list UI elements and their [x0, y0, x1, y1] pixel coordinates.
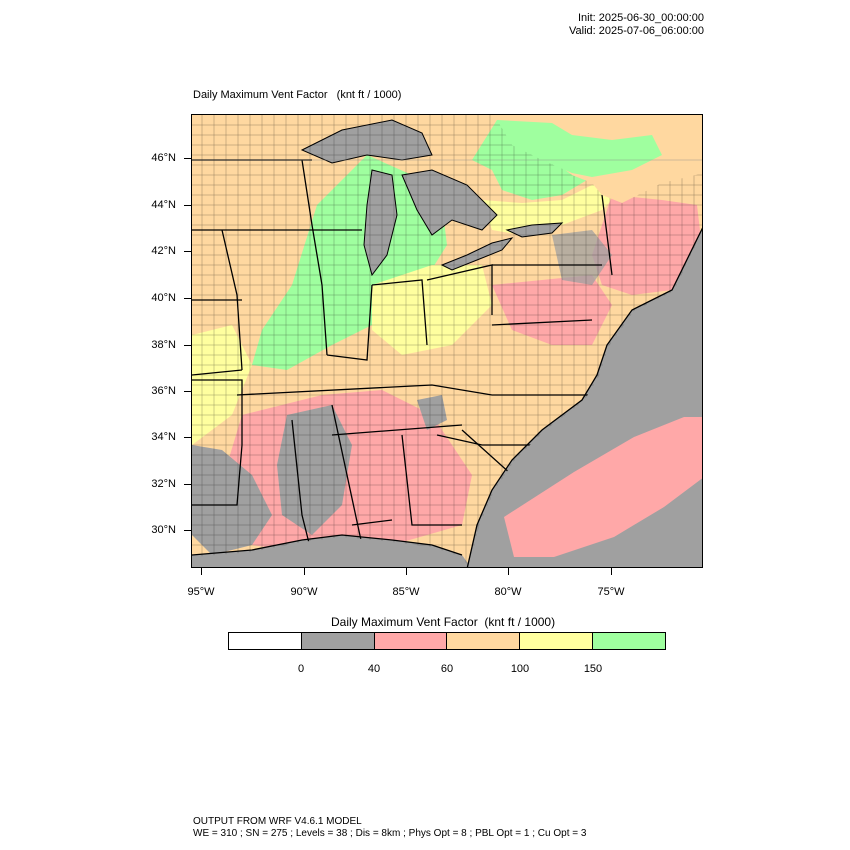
lat-label: 38°N: [151, 339, 176, 351]
colorbar: [228, 632, 666, 650]
lon-label: 85°W: [392, 586, 420, 598]
lon-label: 90°W: [290, 586, 318, 598]
colorbar-segment: [374, 633, 448, 649]
lon-tick: [304, 568, 305, 575]
init-time: Init: 2025-06-30_00:00:00: [578, 12, 704, 24]
colorbar-label: 40: [367, 663, 381, 675]
colorbar-segment: [520, 633, 594, 649]
lon-label: 80°W: [494, 586, 522, 598]
colorbar-segment: [447, 633, 521, 649]
lon-tick: [611, 568, 612, 575]
lake-erie: [440, 237, 514, 271]
lon-tick: [508, 568, 509, 575]
gray-area-mississippi: [277, 405, 352, 535]
lat-label: 32°N: [151, 478, 176, 490]
lat-label: 36°N: [151, 385, 176, 397]
legend-title-units: (knt ft / 1000): [484, 615, 556, 629]
lon-tick: [406, 568, 407, 575]
lat-tick: [184, 298, 191, 299]
lat-label: 40°N: [151, 292, 176, 304]
green-swath: [252, 155, 447, 370]
colorbar-segment: [229, 633, 302, 649]
lat-tick: [184, 251, 191, 252]
lat-tick: [184, 205, 191, 206]
map-title-units: (knt ft / 1000): [336, 89, 402, 101]
yellow-band-ohio: [372, 265, 492, 355]
vent-factor-map: [192, 115, 702, 567]
map-title: Daily Maximum Vent Factor (knt ft / 1000…: [193, 89, 401, 102]
gray-area-louisiana: [192, 445, 272, 555]
canada-region-yellow: [482, 185, 622, 235]
coastline: [192, 227, 702, 567]
lat-label: 42°N: [151, 245, 176, 257]
lat-tick: [184, 391, 191, 392]
canada-cover-green: [497, 120, 662, 177]
lat-label: 46°N: [151, 152, 176, 164]
lat-tick: [184, 484, 191, 485]
map-panel: [191, 114, 703, 568]
colorbar-label: 150: [583, 663, 603, 675]
model-info: OUTPUT FROM WRF V4.6.1 MODEL: [193, 816, 362, 827]
lat-tick: [184, 530, 191, 531]
lat-tick: [184, 437, 191, 438]
legend-title-text: Daily Maximum Vent Factor: [331, 615, 478, 629]
gulf-cover: [192, 537, 469, 567]
model-params: WE = 310 ; SN = 275 ; Levels = 38 ; Dis …: [193, 828, 587, 839]
county-lines: [192, 115, 702, 567]
gray-area-pa: [552, 230, 612, 285]
lake-ontario: [505, 222, 564, 238]
lon-label: 75°W: [597, 586, 625, 598]
colorbar-label: 60: [440, 663, 454, 675]
offshore-red-cover: [504, 417, 702, 557]
gray-area-tn: [417, 395, 447, 430]
lat-tick: [184, 158, 191, 159]
colorbar-segment: [593, 633, 665, 649]
red-area-midatlantic: [492, 275, 612, 345]
lat-tick: [184, 345, 191, 346]
lon-label: 95°W: [187, 586, 215, 598]
map-title-text: Daily Maximum Vent Factor: [193, 89, 328, 101]
colorbar-label: 100: [510, 663, 530, 675]
lat-label: 44°N: [151, 199, 176, 211]
colorbar-segment: [301, 633, 375, 649]
lat-label: 30°N: [151, 524, 176, 536]
lon-tick: [201, 568, 202, 575]
colorbar-label: 0: [297, 663, 305, 675]
valid-time: Valid: 2025-07-06_06:00:00: [569, 25, 704, 37]
lat-label: 34°N: [151, 431, 176, 443]
legend-title: Daily Maximum Vent Factor (knt ft / 1000…: [331, 616, 555, 629]
